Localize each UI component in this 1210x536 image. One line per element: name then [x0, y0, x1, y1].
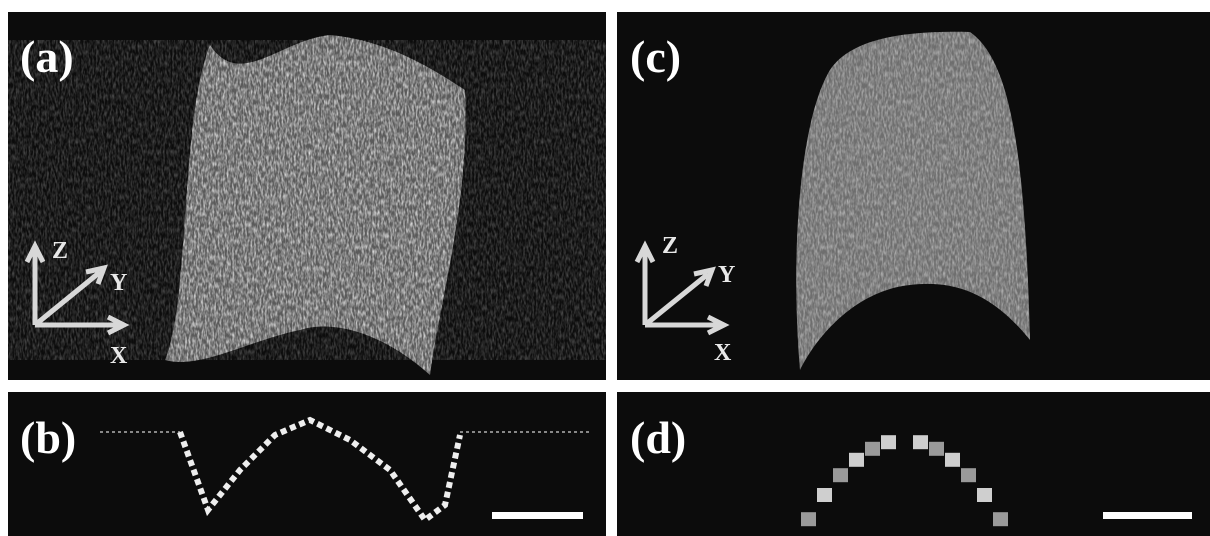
profile-pixel [817, 488, 832, 502]
axis-label: X [714, 340, 732, 366]
profile-pixel [913, 435, 928, 449]
profile-pixel [993, 512, 1008, 526]
profile-pixel [929, 442, 944, 456]
profile-pixel [849, 453, 864, 467]
profile-pixel [801, 512, 816, 526]
profile-pixel [865, 442, 880, 456]
profile-pixel [945, 453, 960, 467]
scale-bar [492, 512, 583, 519]
profile-pixel [961, 468, 976, 482]
axis-label: Y [110, 270, 127, 296]
panel-label: (c) [630, 31, 681, 82]
profile-pixel [881, 435, 896, 449]
profile-pixel [977, 488, 992, 502]
figure: Z Y X Z Y X (a) (b) (c) (d) [0, 0, 1210, 536]
panel-label: (b) [20, 412, 76, 463]
axis-label: Y [718, 262, 735, 288]
panel-label: (d) [630, 412, 686, 463]
panel-label: (a) [20, 31, 74, 82]
axis-label: Z [662, 233, 678, 259]
axis-label: X [110, 343, 128, 369]
scale-bar [1103, 512, 1192, 519]
profile-pixel [833, 468, 848, 482]
axis-label: Z [52, 238, 68, 264]
